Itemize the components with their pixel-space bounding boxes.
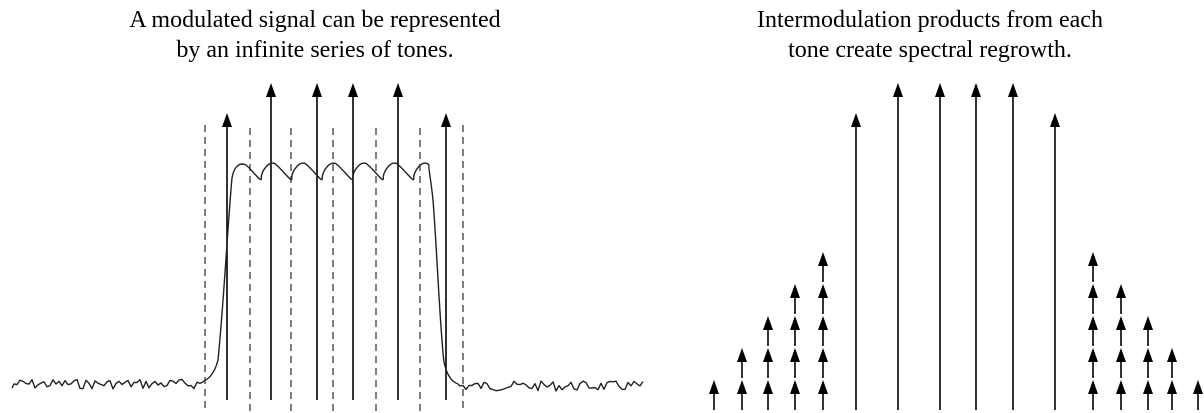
spectral-regrowth-panel — [709, 83, 1203, 410]
imd-left-col5-arrow-3-head — [818, 316, 828, 330]
left-caption-line-2: by an infinite series of tones. — [176, 37, 454, 63]
imd-left-col5-arrow-4-head — [818, 284, 828, 298]
modulated-signal-panel — [11, 83, 644, 413]
imd-left-col4-arrow-4-head — [790, 284, 800, 298]
tone-arrow-6-head — [441, 113, 451, 127]
imd-right-col1-arrow-5-head — [1088, 252, 1098, 266]
main-tone-arrow-5-head — [1008, 83, 1018, 97]
tone-arrow-5-head — [393, 83, 403, 97]
imd-left-col1-arrow-1-head — [709, 380, 719, 394]
imd-left-col4-arrow-2-head — [790, 348, 800, 362]
imd-right-col4-arrow-1-head — [1167, 380, 1177, 394]
imd-right-col2-arrow-3-head — [1116, 316, 1126, 330]
imd-right-col1-arrow-4-head — [1088, 284, 1098, 298]
right-panel-caption: Intermodulation products from each tone … — [690, 5, 1170, 65]
imd-right-col1-arrow-3-head — [1088, 316, 1098, 330]
imd-right-col1-arrow-2-head — [1088, 348, 1098, 362]
main-tone-arrow-4-head — [971, 83, 981, 97]
signal-envelope-curve — [11, 162, 644, 392]
imd-right-col2-arrow-4-head — [1116, 284, 1126, 298]
imd-right-col4-arrow-2-head — [1167, 348, 1177, 362]
main-tone-arrow-2-head — [893, 83, 903, 97]
imd-right-col3-arrow-2-head — [1143, 348, 1153, 362]
imd-right-col1-arrow-1-head — [1088, 380, 1098, 394]
imd-left-col2-arrow-2-head — [737, 348, 747, 362]
imd-left-col3-arrow-3-head — [763, 316, 773, 330]
imd-left-col2-arrow-1-head — [737, 380, 747, 394]
tone-arrow-4-head — [348, 83, 358, 97]
imd-left-col3-arrow-1-head — [763, 380, 773, 394]
imd-left-col5-arrow-5-head — [818, 252, 828, 266]
imd-left-col5-arrow-1-head — [818, 380, 828, 394]
main-tone-arrow-6-head — [1050, 113, 1060, 127]
imd-left-col4-arrow-1-head — [790, 380, 800, 394]
imd-left-col5-arrow-2-head — [818, 348, 828, 362]
right-caption-line-2: tone create spectral regrowth. — [788, 37, 1072, 63]
right-caption-line-1: Intermodulation products from each — [757, 7, 1103, 33]
left-caption-line-1: A modulated signal can be represented — [129, 7, 501, 33]
imd-right-col3-arrow-3-head — [1143, 316, 1153, 330]
imd-right-col2-arrow-2-head — [1116, 348, 1126, 362]
tone-arrow-3-head — [312, 83, 322, 97]
imd-right-col3-arrow-1-head — [1143, 380, 1153, 394]
imd-left-col3-arrow-2-head — [763, 348, 773, 362]
tone-arrow-1-head — [222, 113, 232, 127]
tone-arrow-2-head — [266, 83, 276, 97]
imd-left-col4-arrow-3-head — [790, 316, 800, 330]
imd-right-col2-arrow-1-head — [1116, 380, 1126, 394]
left-panel-caption: A modulated signal can be represented by… — [55, 5, 575, 65]
imd-right-col5-arrow-1-head — [1193, 380, 1203, 394]
main-tone-arrow-1-head — [851, 113, 861, 127]
main-tone-arrow-3-head — [935, 83, 945, 97]
